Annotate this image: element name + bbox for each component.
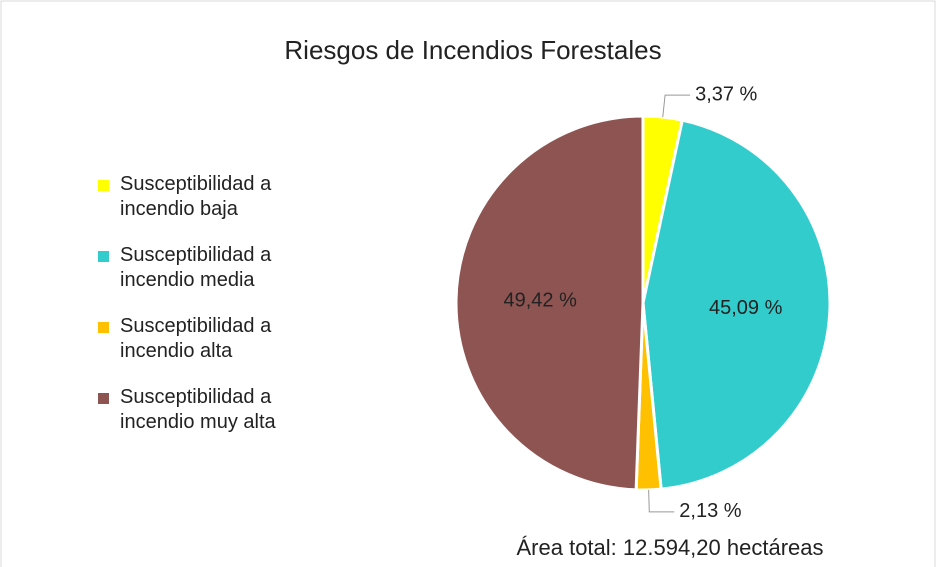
data-label: 45,09 % xyxy=(709,297,783,319)
annotation: Área total: 12.594,20 hectáreas xyxy=(517,535,824,560)
legend-label: Susceptibilidad a incendio media xyxy=(120,244,272,291)
legend-label: Susceptibilidad a incendio baja xyxy=(120,173,272,220)
legend-swatch xyxy=(98,251,109,262)
legend-item: Susceptibilidad a incendio media xyxy=(98,243,313,293)
legend-swatch xyxy=(98,180,109,191)
chart-title: Riesgos de Incendios Forestales xyxy=(284,35,661,65)
data-label: 2,13 % xyxy=(679,500,741,522)
legend: Susceptibilidad a incendio baja Susceptib… xyxy=(98,172,313,456)
legend-item: Susceptibilidad a incendio muy alta xyxy=(98,385,313,435)
leader-line xyxy=(662,94,691,118)
pie-slice xyxy=(641,118,832,491)
legend-swatch xyxy=(98,322,109,333)
legend-item: Susceptibilidad a incendio baja xyxy=(98,172,313,222)
data-label: 3,37 % xyxy=(695,83,757,105)
legend-label: Susceptibilidad a incendio alta xyxy=(120,315,272,362)
legend-swatch xyxy=(98,393,109,404)
pie-slice xyxy=(454,114,645,492)
legend-item: Susceptibilidad a incendio alta xyxy=(98,314,313,364)
legend-label: Susceptibilidad a incendio muy alta xyxy=(120,386,276,433)
leader-line xyxy=(648,489,675,513)
data-label: 49,42 % xyxy=(503,289,577,311)
